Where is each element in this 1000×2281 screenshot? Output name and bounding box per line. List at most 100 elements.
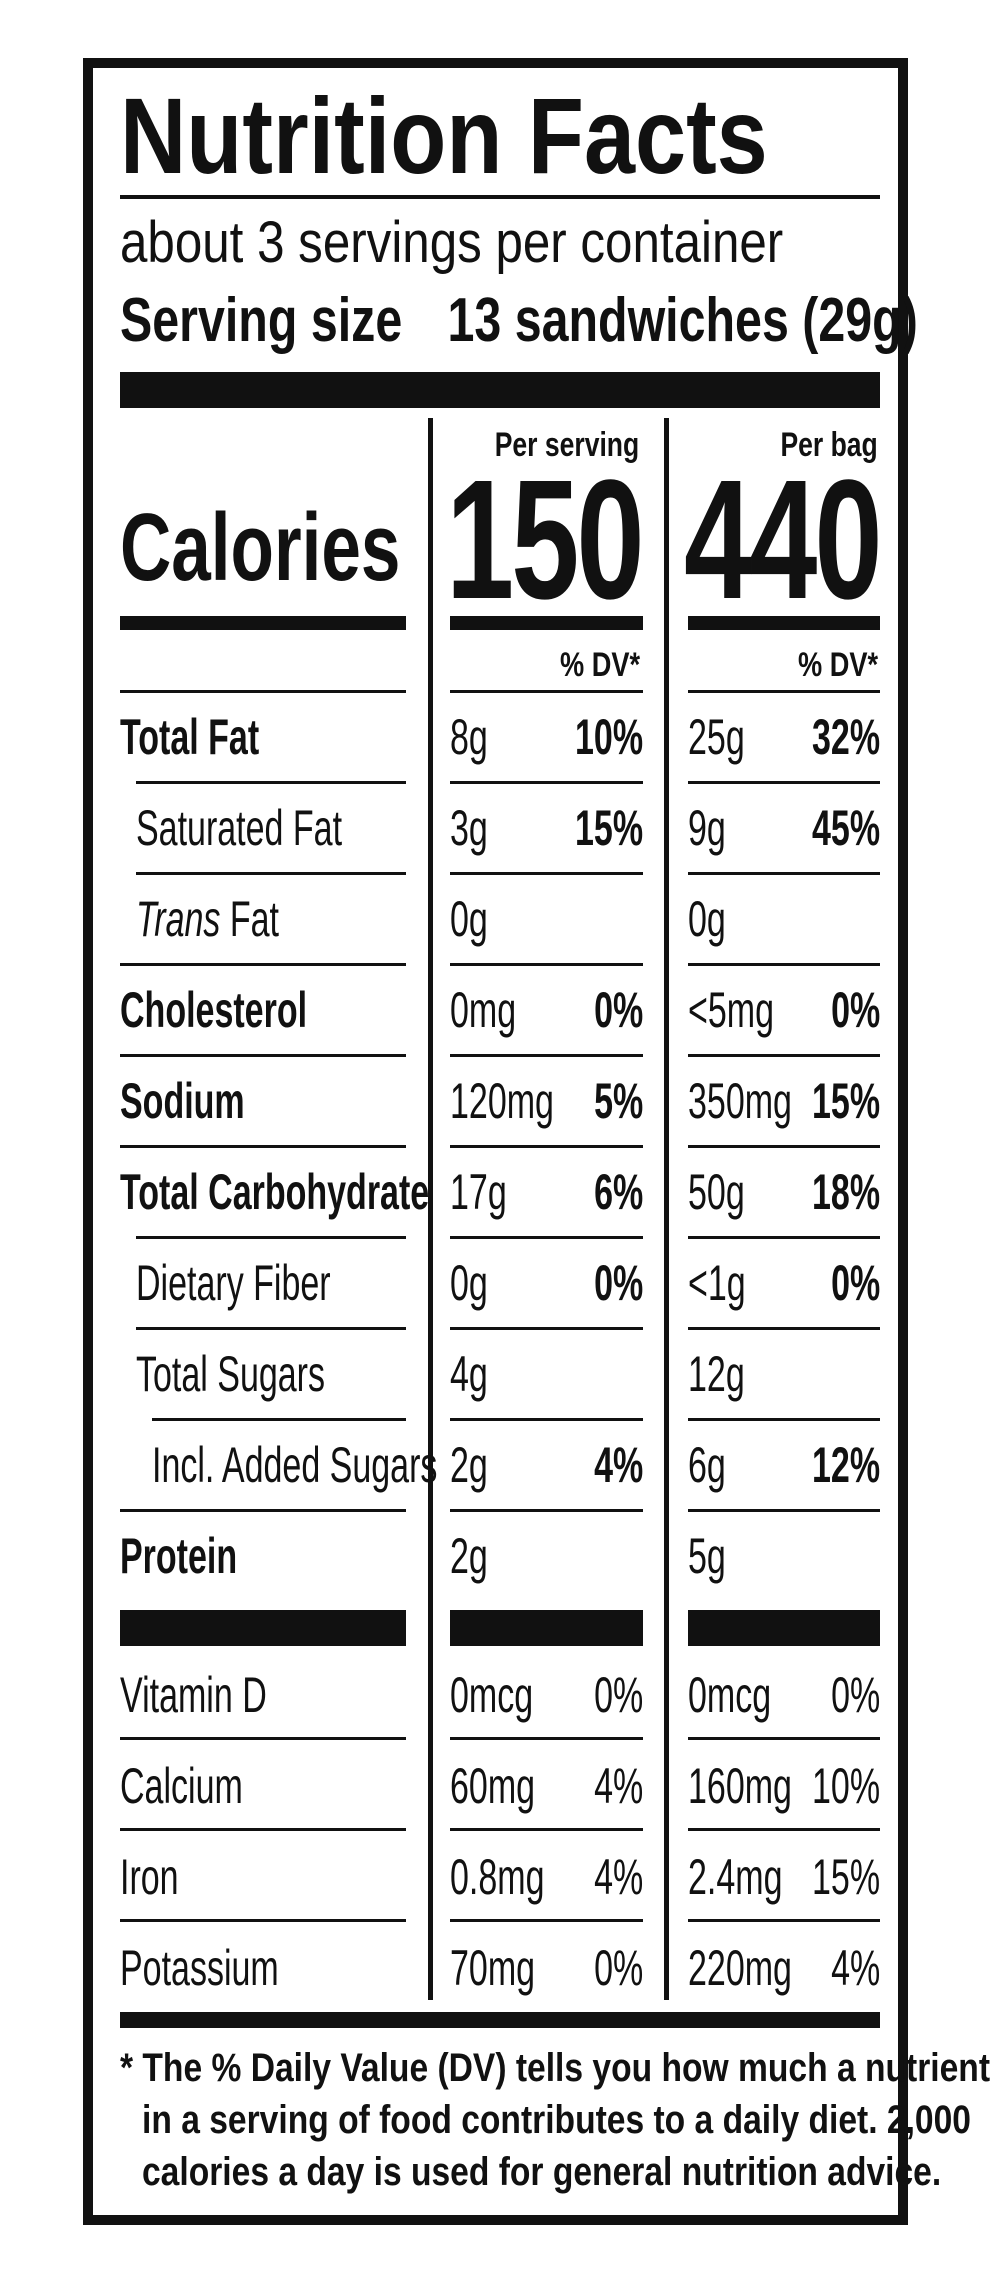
serving-amount: 2g [450, 1437, 488, 1493]
serving-size-label: Serving size [120, 286, 403, 355]
row-rule [136, 1327, 406, 1330]
per-serving-dv-heading: % DV* [559, 646, 640, 684]
row-rule [120, 690, 406, 693]
serving-amount: 4g [450, 1346, 488, 1402]
row-rule [120, 963, 406, 966]
row-rule [688, 1236, 880, 1239]
title-rule [120, 195, 880, 199]
row-rule [688, 963, 880, 966]
servings-per-container: about 3 servings per container [120, 210, 784, 275]
row-rule [450, 1509, 643, 1512]
bag-dv: 15% [811, 1849, 880, 1905]
bag-dv: 15% [811, 1073, 880, 1129]
bag-amount: 50g [688, 1164, 745, 1220]
bag-dv: 0% [830, 982, 880, 1038]
per-serving-heading: Per serving [494, 426, 639, 464]
serving-amount: 120mg [450, 1073, 554, 1129]
bag-dv: 32% [811, 709, 880, 765]
nutrient-label: Incl. Added Sugars [152, 1437, 438, 1493]
row-rule [688, 690, 880, 693]
row-rule [450, 872, 643, 875]
bag-dv: 0% [830, 1667, 880, 1723]
vitamin-label: Calcium [120, 1758, 243, 1814]
bag-dv: 4% [830, 1940, 880, 1996]
bag-amount: 0g [688, 891, 726, 947]
column-divider-1 [428, 418, 433, 2000]
vitamin-label: Iron [120, 1849, 179, 1905]
row-rule [120, 1054, 406, 1057]
row-rule [120, 1737, 406, 1740]
row-rule [450, 1054, 643, 1057]
serving-amount: 0mg [450, 982, 517, 1038]
column-divider-2 [664, 418, 669, 2000]
row-rule [450, 690, 643, 693]
row-rule [450, 963, 643, 966]
per-bag-calories: 440 [684, 445, 882, 635]
row-rule [120, 1828, 406, 1831]
bag-dv: 45% [811, 800, 880, 856]
serving-amount: 17g [450, 1164, 507, 1220]
serving-dv: 10% [574, 709, 643, 765]
serving-dv: 5% [593, 1073, 643, 1129]
nutrient-label: Saturated Fat [136, 800, 343, 856]
row-rule [688, 1509, 880, 1512]
serving-amount: 0.8mg [450, 1849, 545, 1905]
serving-amount: 0g [450, 891, 488, 947]
nutrient-label: Total Carbohydrate [120, 1164, 430, 1220]
footnote-line: * The % Daily Value (DV) tells you how m… [120, 2046, 991, 2090]
nutrient-label: Cholesterol [120, 982, 308, 1038]
serving-dv: 6% [593, 1164, 643, 1220]
bag-amount: 25g [688, 709, 745, 765]
nutrient-label: Total Sugars [136, 1346, 325, 1402]
row-rule [688, 1737, 880, 1740]
row-rule [450, 1418, 643, 1421]
row-rule [688, 1145, 880, 1148]
per-serving-calories: 150 [446, 445, 644, 635]
nutrient-label: Trans Fat [136, 894, 279, 944]
vitamin-label: Potassium [120, 1940, 279, 1996]
row-rule [450, 1828, 643, 1831]
row-rule [136, 781, 406, 784]
serving-dv: 4% [593, 1437, 643, 1493]
per-bag-heading: Per bag [780, 426, 878, 464]
nutrient-label-rest: Fat [220, 891, 279, 947]
serving-amount: 2g [450, 1528, 488, 1584]
per-bag-dv-heading: % DV* [797, 646, 878, 684]
bag-amount: 9g [688, 800, 726, 856]
bag-amount: 12g [688, 1346, 745, 1402]
row-rule [152, 1418, 406, 1421]
row-rule [136, 1236, 406, 1239]
row-rule [136, 872, 406, 875]
serving-dv: 0% [593, 1667, 643, 1723]
calories-rule-2 [450, 616, 643, 630]
bag-dv: 10% [811, 1758, 880, 1814]
row-rule [120, 1509, 406, 1512]
serving-amount: 8g [450, 709, 488, 765]
nutrient-label: Sodium [120, 1073, 245, 1129]
thick-rule [120, 372, 880, 408]
serving-amount: 70mg [450, 1940, 536, 1996]
nutrient-label: Total Fat [120, 709, 260, 765]
bag-amount: 350mg [688, 1073, 792, 1129]
serving-dv: 0% [593, 1940, 643, 1996]
serving-dv: 0% [593, 1255, 643, 1311]
vitamin-label: Vitamin D [120, 1667, 267, 1723]
label-title: Nutrition Facts [120, 75, 768, 196]
serving-dv: 15% [574, 800, 643, 856]
footnote-line: in a serving of food contributes to a da… [142, 2098, 971, 2142]
bottom-rule [120, 2012, 880, 2028]
row-rule [688, 1828, 880, 1831]
serving-amount: 0g [450, 1255, 488, 1311]
bag-amount: 5g [688, 1528, 726, 1584]
nutrient-label: Dietary Fiber [136, 1255, 331, 1311]
row-rule [688, 1054, 880, 1057]
row-rule [450, 1919, 643, 1922]
row-rule [688, 781, 880, 784]
bag-dv: 12% [811, 1437, 880, 1493]
nutrient-label-italic: Trans [136, 891, 221, 947]
nutrition-label [83, 58, 908, 2225]
footnote-line: calories a day is used for general nutri… [142, 2150, 942, 2194]
bag-dv: 18% [811, 1164, 880, 1220]
serving-amount: 60mg [450, 1758, 536, 1814]
bag-amount: <1g [688, 1255, 746, 1311]
